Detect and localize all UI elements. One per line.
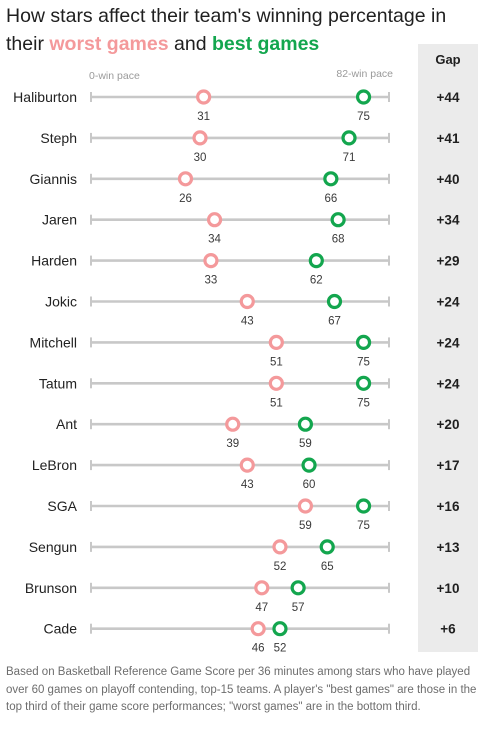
best-point-steph	[341, 130, 357, 146]
worst-point-tatum	[268, 375, 284, 391]
worst-value-label-jokic: 43	[241, 316, 254, 328]
player-label-giannis: Giannis	[30, 171, 77, 187]
best-value-label-cade: 52	[274, 643, 287, 655]
gap-value-haliburton: +44	[437, 90, 460, 105]
best-value-label-tatum: 75	[357, 397, 370, 409]
worst-point-sga	[297, 498, 314, 514]
worst-value-label-cade: 46	[252, 643, 265, 655]
chart-title: How stars affect their team's winning pe…	[6, 2, 476, 58]
player-label-sengun: Sengun	[29, 539, 77, 555]
gap-value-cade: +6	[440, 622, 456, 637]
player-label-lebron: LeBron	[32, 457, 77, 473]
worst-point-jaren	[206, 212, 223, 228]
player-label-tatum: Tatum	[39, 375, 77, 391]
best-value-label-giannis: 66	[324, 193, 337, 205]
gap-value-sga: +16	[437, 499, 460, 514]
worst-point-mitchell	[268, 334, 284, 350]
gap-value-steph: +41	[437, 131, 460, 146]
gap-value-sengun: +13	[437, 540, 460, 555]
footnote: Based on Basketball Reference Game Score…	[6, 666, 477, 713]
player-label-jaren: Jaren	[42, 212, 77, 228]
gap-value-mitchell: +24	[437, 335, 460, 350]
worst-point-sengun	[272, 539, 288, 555]
title-connector: and	[174, 33, 207, 55]
best-point-brunson	[290, 580, 306, 596]
gap-value-jaren: +34	[437, 213, 460, 228]
player-label-sga: SGA	[47, 498, 77, 514]
best-point-jokic	[326, 293, 343, 310]
best-point-sengun	[319, 539, 335, 555]
title-best-games: best games	[211, 33, 320, 55]
gap-value-lebron: +17	[437, 458, 460, 473]
best-value-label-harden: 62	[310, 275, 323, 287]
player-label-steph: Steph	[40, 130, 77, 146]
best-value-label-jokic: 67	[328, 316, 341, 328]
worst-point-harden	[203, 253, 219, 269]
player-label-haliburton: Haliburton	[13, 89, 77, 105]
best-value-label-haliburton: 75	[357, 111, 370, 123]
best-point-mitchell	[355, 334, 372, 350]
best-point-harden	[308, 253, 324, 269]
worst-value-label-haliburton: 31	[197, 111, 210, 123]
best-point-cade	[272, 621, 288, 637]
worst-point-giannis	[177, 171, 194, 187]
worst-point-brunson	[254, 580, 270, 596]
player-label-brunson: Brunson	[25, 580, 77, 596]
gap-value-jokic: +24	[437, 295, 460, 310]
worst-value-label-sga: 59	[299, 520, 312, 532]
title-lead: How stars affect their team's winning pe…	[6, 5, 447, 55]
worst-value-label-harden: 33	[205, 275, 218, 287]
best-point-tatum	[355, 375, 372, 391]
worst-value-label-steph: 30	[194, 152, 207, 164]
player-label-mitchell: Mitchell	[30, 334, 77, 350]
player-label-harden: Harden	[31, 253, 77, 269]
player-label-ant: Ant	[56, 416, 77, 432]
worst-value-label-sengun: 52	[274, 561, 287, 573]
gap-header: Gap	[435, 52, 460, 67]
best-point-lebron	[301, 457, 317, 473]
worst-value-label-tatum: 51	[270, 397, 283, 409]
best-point-haliburton	[355, 89, 372, 105]
gap-column-background	[418, 44, 478, 652]
worst-value-label-giannis: 26	[179, 193, 192, 205]
best-value-label-sengun: 65	[321, 561, 334, 573]
worst-point-ant	[225, 416, 241, 432]
worst-point-haliburton	[196, 89, 212, 105]
best-value-label-steph: 71	[343, 152, 356, 164]
dumbbell-chart: 0-win pace 82-win pace Gap Haliburton 31 75 +4…	[13, 52, 461, 655]
best-value-label-lebron: 60	[303, 479, 316, 491]
best-value-label-jaren: 68	[332, 234, 345, 246]
worst-value-label-ant: 39	[226, 438, 239, 450]
worst-point-cade	[250, 621, 266, 637]
axis-label-min: 0-win pace	[89, 70, 140, 82]
worst-point-jokic	[239, 293, 255, 310]
title-worst-games: worst games	[49, 33, 169, 55]
best-value-label-brunson: 57	[292, 602, 305, 614]
worst-value-label-jaren: 34	[208, 234, 221, 246]
axis-label-max: 82-win pace	[336, 68, 393, 80]
best-value-label-sga: 75	[357, 520, 370, 532]
gap-value-harden: +29	[437, 254, 460, 269]
best-value-label-mitchell: 75	[357, 356, 370, 368]
best-value-label-ant: 59	[299, 438, 312, 450]
best-point-jaren	[330, 212, 346, 228]
best-point-sga	[355, 498, 372, 514]
player-label-cade: Cade	[44, 621, 78, 637]
gap-value-giannis: +40	[437, 172, 460, 187]
worst-point-lebron	[239, 457, 255, 473]
worst-value-label-lebron: 43	[241, 479, 254, 491]
gap-value-tatum: +24	[437, 376, 460, 391]
worst-value-label-mitchell: 51	[270, 356, 283, 368]
best-point-ant	[297, 416, 314, 432]
gap-value-brunson: +10	[437, 581, 460, 596]
best-point-giannis	[323, 171, 339, 187]
worst-value-label-brunson: 47	[255, 602, 268, 614]
worst-point-steph	[192, 130, 208, 146]
gap-value-ant: +20	[437, 417, 460, 432]
player-label-jokic: Jokic	[45, 294, 77, 310]
